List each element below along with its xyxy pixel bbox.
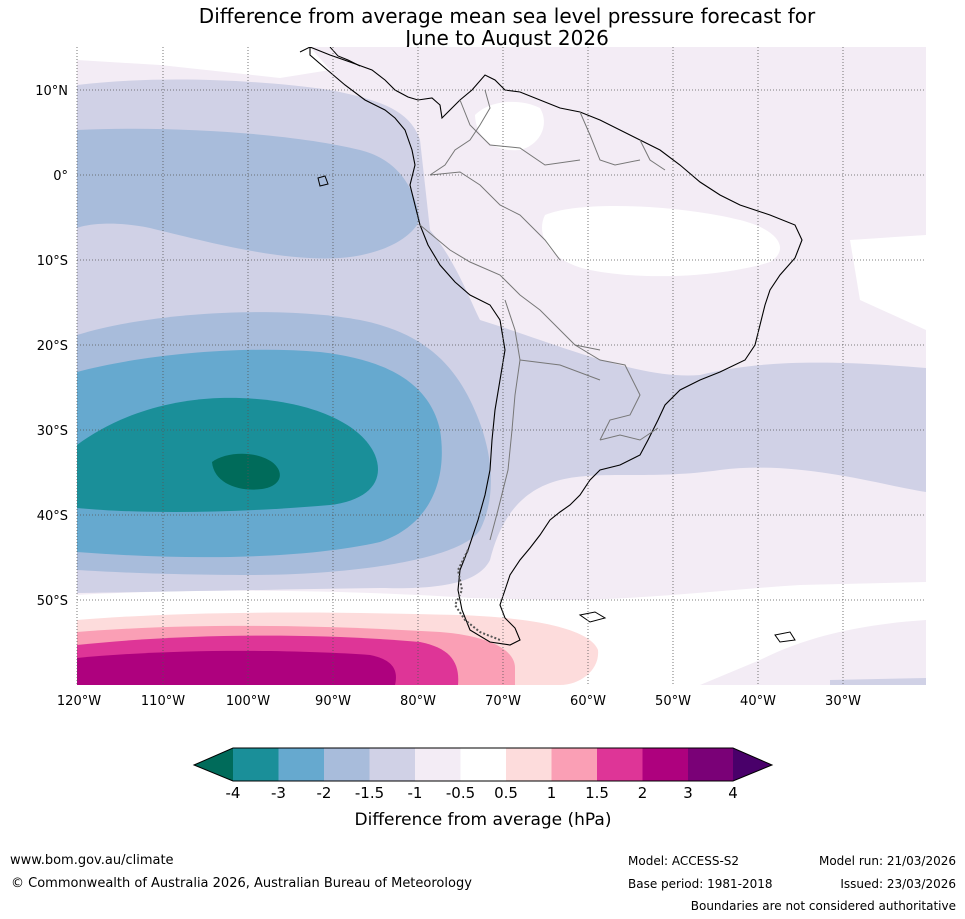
colorbar-tick: -4 bbox=[226, 784, 241, 802]
map-title-line2: June to August 2026 bbox=[405, 26, 609, 50]
colorbar-tick: -2 bbox=[317, 784, 332, 802]
colorbar-segment bbox=[415, 748, 461, 781]
colorbar-segment bbox=[642, 748, 688, 781]
colorbar-segment bbox=[506, 748, 552, 781]
base-period-text: Base period: 1981-2018 bbox=[628, 877, 773, 891]
lon-label: 70°W bbox=[485, 694, 521, 709]
website-text: www.bom.gov.au/climate bbox=[10, 853, 174, 868]
lat-label: 40°S bbox=[37, 509, 68, 524]
colorbar-segment bbox=[233, 748, 279, 781]
colorbar-tick: 4 bbox=[728, 784, 738, 802]
lon-label: 50°W bbox=[655, 694, 691, 709]
colorbar-label: Difference from average (hPa) bbox=[355, 810, 612, 830]
model-text: Model: ACCESS-S2 bbox=[628, 854, 740, 868]
south-america-coastline bbox=[309, 47, 803, 646]
lon-label: 90°W bbox=[315, 694, 351, 709]
issued-text: Issued: 23/03/2026 bbox=[840, 877, 956, 891]
lon-label: 100°W bbox=[226, 694, 270, 709]
map-gridlines bbox=[76, 47, 926, 685]
colorbar-segment bbox=[278, 748, 324, 781]
colorbar-tick: -0.5 bbox=[446, 784, 475, 802]
disclaimer-text: Boundaries are not considered authoritat… bbox=[690, 899, 956, 913]
lat-label: 10°N bbox=[35, 84, 68, 99]
colorbar-tick: -1.5 bbox=[355, 784, 384, 802]
colorbar-tick: 1 bbox=[547, 784, 557, 802]
lat-label: 50°S bbox=[37, 594, 68, 609]
lon-label: 30°W bbox=[825, 694, 861, 709]
colorbar-segment bbox=[551, 748, 597, 781]
colorbar-tick: 0.5 bbox=[494, 784, 518, 802]
colorbar-tick: 3 bbox=[683, 784, 693, 802]
colorbar-segment bbox=[324, 748, 370, 781]
colorbar-segment bbox=[460, 748, 506, 781]
colorbar-segment bbox=[688, 748, 733, 781]
lat-label: 0° bbox=[53, 169, 68, 184]
colorbar: -4 -3 -2 -1.5 -1 -0.5 0.5 1 1.5 2 3 4 Di… bbox=[192, 747, 774, 830]
colorbar-segment bbox=[597, 748, 643, 781]
pressure-anomaly-field bbox=[77, 47, 926, 685]
country-borders bbox=[419, 89, 666, 541]
colorbar-tick: 1.5 bbox=[585, 784, 609, 802]
lat-label: 20°S bbox=[37, 339, 68, 354]
map-title-line1: Difference from average mean sea level p… bbox=[198, 4, 816, 28]
colorbar-tick: -1 bbox=[408, 784, 423, 802]
lon-label: 40°W bbox=[740, 694, 776, 709]
colorbar-tick: 2 bbox=[638, 784, 648, 802]
lat-label: 10°S bbox=[37, 254, 68, 269]
lat-label: 30°S bbox=[37, 424, 68, 439]
colorbar-segment bbox=[369, 748, 415, 781]
copyright-text: © Commonwealth of Australia 2026, Austra… bbox=[11, 876, 472, 891]
lon-label: 80°W bbox=[400, 694, 436, 709]
colorbar-tick: -3 bbox=[271, 784, 286, 802]
colorbar-segment bbox=[733, 748, 772, 781]
lon-label: 60°W bbox=[570, 694, 606, 709]
lon-label: 120°W bbox=[57, 694, 101, 709]
colorbar-segment bbox=[194, 748, 233, 781]
model-run-text: Model run: 21/03/2026 bbox=[818, 854, 956, 868]
lon-label: 110°W bbox=[141, 694, 185, 709]
